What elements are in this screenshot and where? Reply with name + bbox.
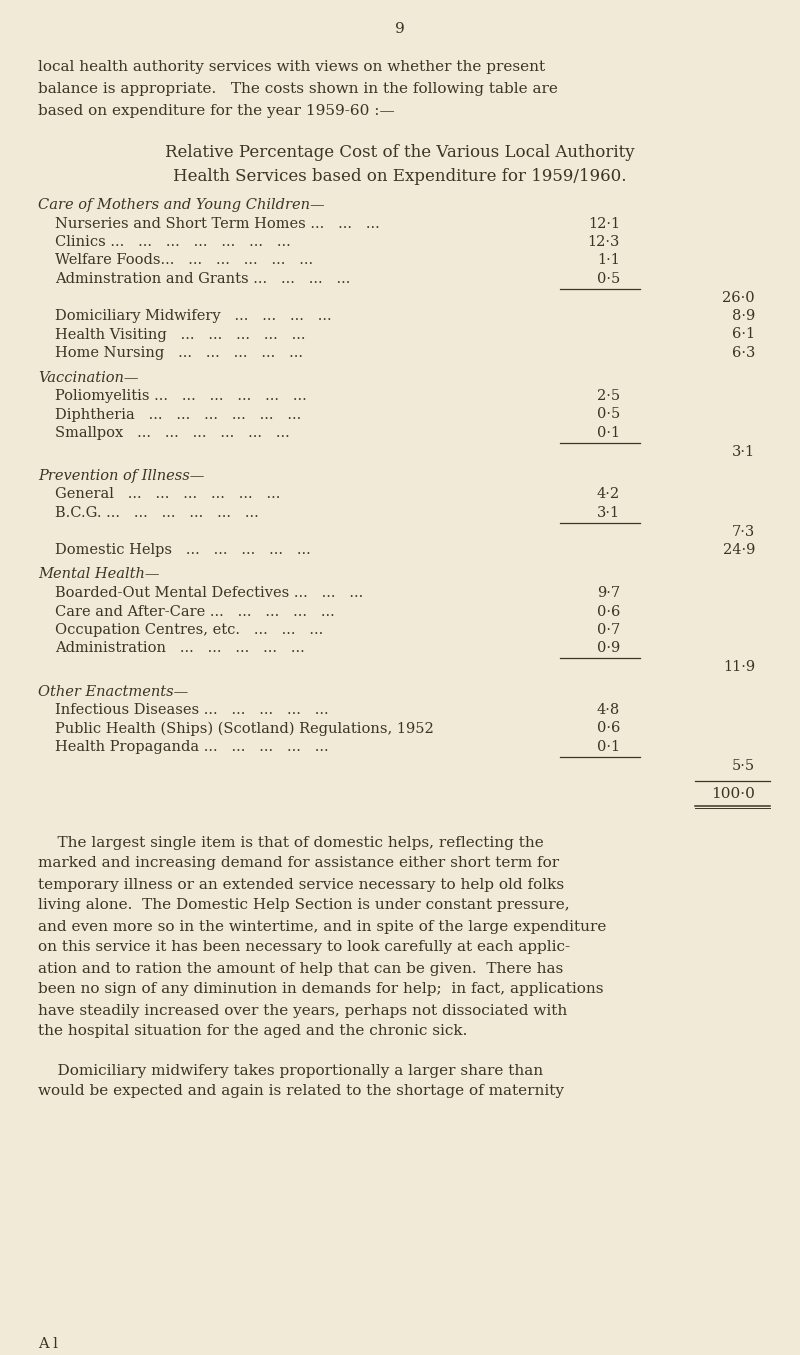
Text: 0·6: 0·6 [597, 604, 620, 618]
Text: marked and increasing demand for assistance either short term for: marked and increasing demand for assista… [38, 856, 559, 870]
Text: Infectious Diseases ...   ...   ...   ...   ...: Infectious Diseases ... ... ... ... ... [55, 703, 329, 717]
Text: and even more so in the wintertime, and in spite of the large expenditure: and even more so in the wintertime, and … [38, 920, 606, 934]
Text: Diphtheria   ...   ...   ...   ...   ...   ...: Diphtheria ... ... ... ... ... ... [55, 408, 302, 421]
Text: the hospital situation for the aged and the chronic sick.: the hospital situation for the aged and … [38, 1024, 467, 1038]
Text: Health Visiting   ...   ...   ...   ...   ...: Health Visiting ... ... ... ... ... [55, 328, 306, 341]
Text: Welfare Foods...   ...   ...   ...   ...   ...: Welfare Foods... ... ... ... ... ... [55, 253, 313, 267]
Text: local health authority services with views on whether the present: local health authority services with vie… [38, 60, 545, 75]
Text: 0·1: 0·1 [597, 740, 620, 753]
Text: Clinics ...   ...   ...   ...   ...   ...   ...: Clinics ... ... ... ... ... ... ... [55, 234, 290, 249]
Text: Home Nursing   ...   ...   ...   ...   ...: Home Nursing ... ... ... ... ... [55, 346, 303, 360]
Text: Health Propaganda ...   ...   ...   ...   ...: Health Propaganda ... ... ... ... ... [55, 740, 329, 753]
Text: Boarded-Out Mental Defectives ...   ...   ...: Boarded-Out Mental Defectives ... ... ..… [55, 585, 363, 600]
Text: B.C.G. ...   ...   ...   ...   ...   ...: B.C.G. ... ... ... ... ... ... [55, 505, 258, 520]
Text: Vaccination—: Vaccination— [38, 370, 138, 385]
Text: 4·2: 4·2 [597, 488, 620, 501]
Text: been no sign of any diminution in demands for help;  in fact, applications: been no sign of any diminution in demand… [38, 982, 603, 996]
Text: on this service it has been necessary to look carefully at each applic-: on this service it has been necessary to… [38, 940, 570, 954]
Text: Care of Mothers and Young Children—: Care of Mothers and Young Children— [38, 198, 325, 211]
Text: 3·1: 3·1 [732, 444, 755, 458]
Text: 12·3: 12·3 [588, 234, 620, 249]
Text: Occupation Centres, etc.   ...   ...   ...: Occupation Centres, etc. ... ... ... [55, 623, 323, 637]
Text: 3·1: 3·1 [597, 505, 620, 520]
Text: General   ...   ...   ...   ...   ...   ...: General ... ... ... ... ... ... [55, 488, 280, 501]
Text: Poliomyelitis ...   ...   ...   ...   ...   ...: Poliomyelitis ... ... ... ... ... ... [55, 389, 306, 402]
Text: have steadily increased over the years, perhaps not dissociated with: have steadily increased over the years, … [38, 1004, 567, 1018]
Text: Care and After-Care ...   ...   ...   ...   ...: Care and After-Care ... ... ... ... ... [55, 604, 334, 618]
Text: 2·5: 2·5 [597, 389, 620, 402]
Text: 24·9: 24·9 [722, 543, 755, 557]
Text: 26·0: 26·0 [722, 290, 755, 305]
Text: Prevention of Illness—: Prevention of Illness— [38, 469, 204, 482]
Text: A l: A l [38, 1337, 58, 1351]
Text: Smallpox   ...   ...   ...   ...   ...   ...: Smallpox ... ... ... ... ... ... [55, 425, 290, 440]
Text: Health Services based on Expenditure for 1959/1960.: Health Services based on Expenditure for… [174, 168, 626, 186]
Text: Nurseries and Short Term Homes ...   ...   ...: Nurseries and Short Term Homes ... ... .… [55, 217, 380, 230]
Text: 0·5: 0·5 [597, 408, 620, 421]
Text: Domiciliary Midwifery   ...   ...   ...   ...: Domiciliary Midwifery ... ... ... ... [55, 309, 332, 322]
Text: 1·1: 1·1 [597, 253, 620, 267]
Text: 6·3: 6·3 [732, 346, 755, 360]
Text: 9·7: 9·7 [597, 585, 620, 600]
Text: 100·0: 100·0 [711, 787, 755, 801]
Text: Other Enactments—: Other Enactments— [38, 684, 188, 698]
Text: living alone.  The Domestic Help Section is under constant pressure,: living alone. The Domestic Help Section … [38, 898, 570, 912]
Text: Domestic Helps   ...   ...   ...   ...   ...: Domestic Helps ... ... ... ... ... [55, 543, 310, 557]
Text: Mental Health—: Mental Health— [38, 568, 159, 581]
Text: ation and to ration the amount of help that can be given.  There has: ation and to ration the amount of help t… [38, 962, 563, 976]
Text: Public Health (Ships) (Scotland) Regulations, 1952: Public Health (Ships) (Scotland) Regulat… [55, 721, 434, 736]
Text: 6·1: 6·1 [732, 328, 755, 341]
Text: balance is appropriate.   The costs shown in the following table are: balance is appropriate. The costs shown … [38, 83, 558, 96]
Text: 12·1: 12·1 [588, 217, 620, 230]
Text: 8·9: 8·9 [732, 309, 755, 322]
Text: Domiciliary midwifery takes proportionally a larger share than: Domiciliary midwifery takes proportional… [38, 1064, 543, 1077]
Text: 0·1: 0·1 [597, 425, 620, 440]
Text: temporary illness or an extended service necessary to help old folks: temporary illness or an extended service… [38, 878, 564, 892]
Text: 0·5: 0·5 [597, 272, 620, 286]
Text: Administration   ...   ...   ...   ...   ...: Administration ... ... ... ... ... [55, 641, 305, 656]
Text: 4·8: 4·8 [597, 703, 620, 717]
Text: 0·7: 0·7 [597, 623, 620, 637]
Text: based on expenditure for the year 1959-60 :—: based on expenditure for the year 1959-6… [38, 104, 394, 118]
Text: 0·9: 0·9 [597, 641, 620, 656]
Text: 7·3: 7·3 [732, 524, 755, 538]
Text: 11·9: 11·9 [723, 660, 755, 673]
Text: The largest single item is that of domestic helps, reflecting the: The largest single item is that of domes… [38, 836, 544, 850]
Text: 0·6: 0·6 [597, 721, 620, 736]
Text: Adminstration and Grants ...   ...   ...   ...: Adminstration and Grants ... ... ... ... [55, 272, 350, 286]
Text: 9: 9 [395, 22, 405, 37]
Text: would be expected and again is related to the shortage of maternity: would be expected and again is related t… [38, 1084, 564, 1099]
Text: Relative Percentage Cost of the Various Local Authority: Relative Percentage Cost of the Various … [165, 144, 635, 161]
Text: 5·5: 5·5 [732, 759, 755, 772]
